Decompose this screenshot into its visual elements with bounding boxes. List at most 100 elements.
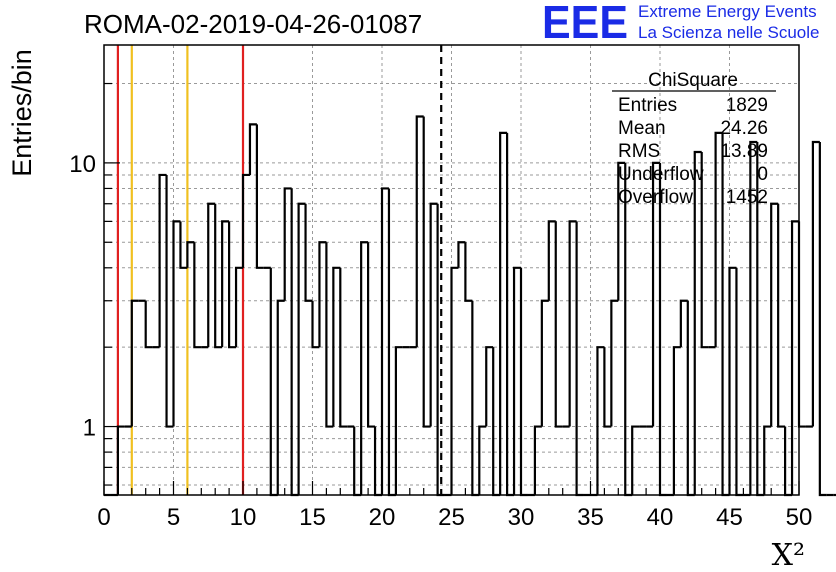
histogram-bin — [714, 131, 723, 348]
histogram-bin — [429, 202, 438, 427]
eee-logo-line1: Extreme Energy Events — [638, 2, 817, 21]
y-axis-label: Entries/bin — [7, 49, 37, 177]
histogram-bin — [304, 203, 313, 302]
histogram-bin — [499, 131, 508, 495]
histogram-bin — [610, 299, 619, 427]
histogram-bin — [214, 203, 223, 349]
histogram-bin — [248, 123, 257, 175]
x-tick-label: 10 — [230, 504, 257, 531]
histogram-bin — [276, 299, 285, 495]
histogram-bin — [540, 299, 549, 427]
y-tick-label: 10 — [69, 151, 96, 178]
x-tick-label: 25 — [438, 504, 465, 531]
eee-logo-line2: La Scienza nelle Scuole — [638, 23, 819, 42]
chart-title: ROMA-02-2019-04-26-01087 — [84, 9, 422, 39]
histogram-bin — [790, 220, 799, 495]
histogram-bin — [547, 220, 556, 301]
histogram-bin — [478, 425, 487, 495]
histogram-bin — [533, 425, 542, 495]
histogram-bin — [394, 346, 403, 495]
histogram-bin — [797, 221, 806, 428]
histogram-bin — [457, 241, 466, 268]
histogram-bin — [811, 140, 820, 427]
histogram-bin — [679, 299, 688, 348]
histogram-bin — [234, 266, 243, 348]
plot-frame — [103, 44, 800, 496]
histogram-bin — [130, 299, 139, 427]
stats-value-entries: 1829 — [726, 95, 768, 116]
y-tick-label: 1 — [83, 415, 96, 442]
x-tick-label: 35 — [577, 504, 604, 531]
histogram-bin — [512, 266, 521, 495]
histogram-bin — [749, 140, 758, 495]
histogram-bin — [207, 202, 216, 348]
histogram-bin — [228, 221, 237, 349]
histogram-bin — [651, 161, 660, 427]
histogram-bin — [283, 187, 292, 301]
histogram-bin — [450, 266, 459, 495]
histogram-bin — [763, 425, 772, 495]
histogram-bin — [158, 173, 167, 348]
x-tick-label: 50 — [786, 504, 813, 531]
histogram-bin — [186, 241, 195, 268]
stats-value-mean: 24.26 — [720, 118, 768, 139]
histogram-bin — [818, 142, 827, 497]
marker-lines — [116, 45, 443, 495]
histogram-bin — [422, 116, 431, 428]
histogram-bin — [603, 347, 612, 428]
histogram-bin — [568, 220, 577, 427]
stats-value-overflow: 1452 — [726, 187, 768, 208]
histogram-bin — [464, 242, 473, 302]
axis-ticks — [103, 82, 800, 495]
tick-labels: 0 5 10 15 20 25 30 35 40 45 50 1 10 — [69, 151, 812, 531]
stats-label-rms: RMS — [618, 141, 660, 162]
x-tick-label: 15 — [299, 504, 326, 531]
eee-logo-mark: EEE — [542, 0, 628, 48]
histogram-bin — [672, 346, 681, 495]
histogram-bin — [617, 161, 626, 301]
stats-label-entries: Entries — [618, 95, 677, 116]
histogram-bin — [770, 202, 779, 427]
histogram-bin — [596, 346, 605, 495]
histogram-bin — [519, 267, 528, 497]
stats-value-underflow: 0 — [757, 164, 768, 185]
histogram-bin — [380, 187, 389, 495]
histogram-bin — [221, 220, 230, 348]
histogram-bin — [360, 241, 369, 495]
histogram-bin — [658, 162, 667, 497]
stats-label-underflow: Underflow — [618, 164, 704, 185]
stats-box: ChiSquare Entries 1829 Mean 24.26 RMS 13… — [612, 70, 776, 208]
histogram-bin — [339, 267, 348, 428]
histogram-bin — [631, 425, 640, 495]
x-tick-label: 30 — [508, 504, 535, 531]
histogram-bin — [728, 266, 737, 495]
histogram-bin — [700, 151, 709, 349]
histogram-bin — [332, 266, 341, 427]
stats-label-mean: Mean — [618, 118, 666, 139]
histogram-bin — [325, 242, 334, 428]
stats-label-overflow: Overflow — [618, 187, 693, 208]
x-tick-label: 0 — [97, 504, 110, 531]
x-tick-label: 45 — [716, 504, 743, 531]
histogram-bin — [554, 221, 563, 428]
histogram-bin — [241, 173, 250, 268]
histogram-bin — [255, 124, 264, 269]
histogram-bin — [318, 241, 327, 348]
histogram-bin — [575, 221, 584, 497]
histogram-bin — [297, 202, 306, 495]
histogram-bin — [193, 242, 202, 349]
histogram-bin — [485, 346, 494, 427]
histogram-bin — [165, 174, 174, 428]
x-tick-label: 5 — [167, 504, 180, 531]
histogram-bin — [415, 115, 424, 348]
histogram-bin — [179, 221, 188, 269]
histogram-bin — [172, 220, 181, 427]
stats-value-rms: 13.89 — [720, 141, 768, 162]
histogram-bin — [693, 150, 702, 495]
x-tick-label: 40 — [647, 504, 674, 531]
x-tick-label: 20 — [369, 504, 396, 531]
histogram-bin — [144, 300, 153, 349]
histogram-bin — [311, 300, 320, 349]
x-axis-label: X² — [772, 538, 805, 572]
